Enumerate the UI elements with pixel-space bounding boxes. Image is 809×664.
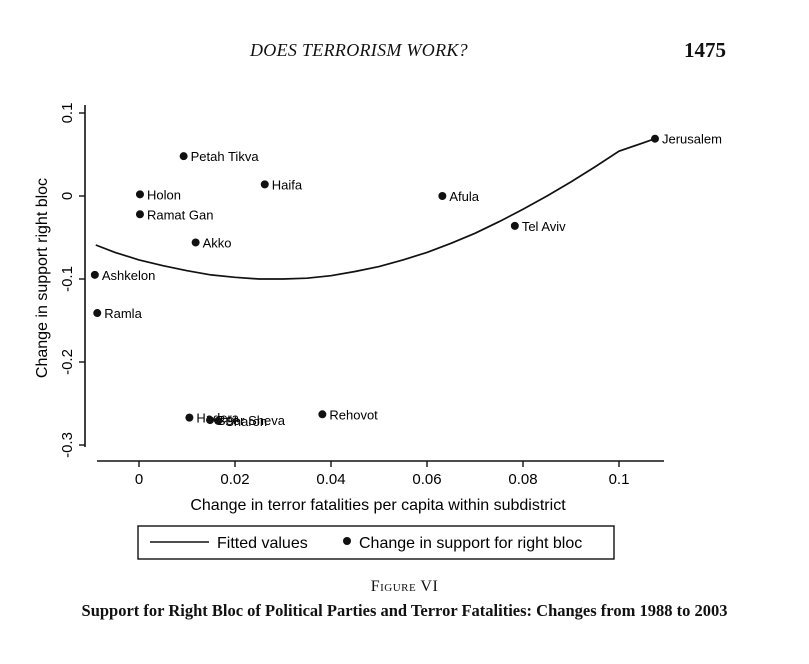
- legend-point-swatch: [343, 537, 351, 545]
- page-number: 1475: [684, 38, 726, 62]
- data-point: [438, 192, 447, 200]
- x-tick-label: 0.1: [609, 471, 630, 488]
- data-point: [214, 416, 223, 425]
- data-point: [93, 309, 102, 318]
- x-tick-label: 0.02: [220, 471, 249, 488]
- x-tick-label: 0.06: [412, 471, 441, 488]
- data-point-label: Rehovot: [329, 407, 378, 422]
- y-tick-label: -0.2: [59, 349, 76, 375]
- data-point: [135, 190, 144, 199]
- x-tick-label: 0.08: [508, 471, 537, 488]
- figure-label: Figure VI: [370, 578, 439, 595]
- y-tick-label: -0.1: [59, 266, 76, 292]
- data-point: [135, 210, 144, 219]
- x-tick-label: 0.04: [316, 471, 345, 488]
- fitted-line-group: [95, 137, 656, 280]
- data-point-label: Tel Aviv: [522, 219, 566, 234]
- x-tick-label: 0: [135, 471, 143, 488]
- running-title: DOES TERRORISM WORK?: [250, 40, 468, 60]
- data-point: [90, 270, 99, 279]
- data-point-label: Beer Sheva: [217, 413, 286, 428]
- data-point: [191, 238, 200, 247]
- data-point-label: Holon: [147, 187, 181, 202]
- data-point: [651, 134, 659, 143]
- y-tick-label: 0: [59, 192, 76, 200]
- data-point: [318, 410, 327, 419]
- legend-points-label: Change in support for right bloc: [359, 535, 582, 552]
- data-point-label: Akko: [203, 235, 232, 250]
- fitted-values-line: [95, 137, 656, 280]
- data-point-label: Afula: [449, 189, 479, 204]
- y-axis-label: Change in support right bloc: [34, 178, 51, 378]
- data-point-label: Petah Tikva: [191, 149, 260, 164]
- data-point-label: Sharon: [225, 414, 267, 429]
- x-axis-label: Change in terror fatalities per capita w…: [190, 497, 566, 514]
- y-tick-label: 0.1: [59, 103, 76, 124]
- data-point-label: Haifa: [272, 177, 303, 192]
- data-point: [510, 221, 519, 230]
- legend-fitted-label: Fitted values: [217, 535, 308, 552]
- data-point-label: Ramla: [104, 306, 142, 321]
- legend-box: [137, 525, 615, 560]
- data-point-label: Ramat Gan: [147, 207, 213, 222]
- data-point: [260, 180, 269, 189]
- y-tick-label: -0.3: [59, 432, 76, 458]
- data-point-label: Jerusalem: [662, 132, 722, 147]
- data-point: [206, 416, 215, 425]
- scatter-points-group: Jerusalem Petah Tikva Haifa Holon Afula Ramat…: [90, 132, 722, 429]
- data-point-label: Ashkelon: [102, 268, 155, 283]
- legend: Fitted values Change in support for righ…: [137, 525, 615, 560]
- figure-caption: Support for Right Bloc of Political Part…: [81, 601, 728, 620]
- chart-axes: -0.3 -0.2 -0.1 0 0.1 0 0.02 0.04 0.06 0.08 0.1: [59, 103, 664, 488]
- data-point: [185, 413, 194, 422]
- data-point: [179, 152, 188, 161]
